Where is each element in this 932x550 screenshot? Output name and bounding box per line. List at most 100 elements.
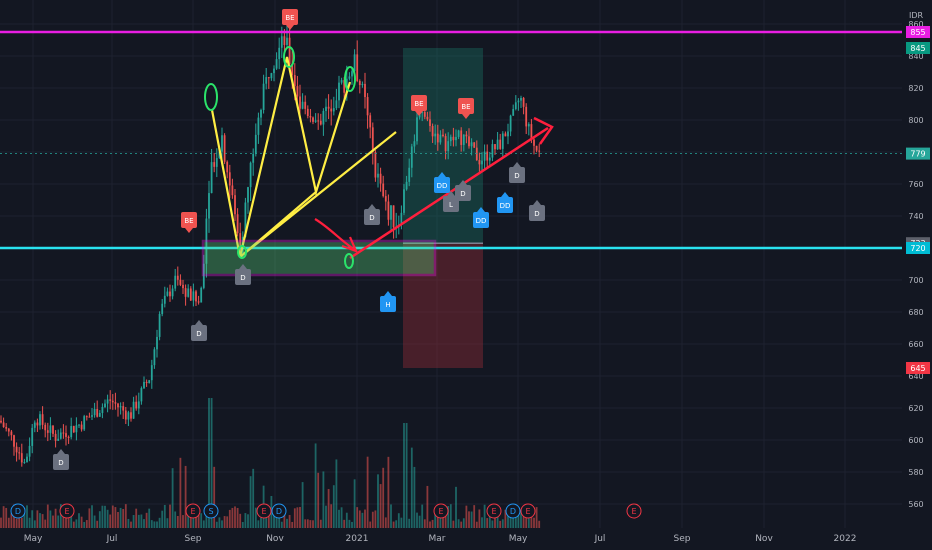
event-markers[interactable]: D E E S E D E E D EE xyxy=(10,503,642,519)
event-label: E xyxy=(525,507,530,516)
signal-badge xyxy=(434,177,450,193)
volume-bar xyxy=(187,506,190,528)
candle-body xyxy=(270,73,273,79)
price-tag-label: 845 xyxy=(910,44,925,53)
volume-bar xyxy=(522,508,525,528)
volume-bar xyxy=(478,509,481,528)
y-tick-label: 600 xyxy=(908,436,923,445)
event-circle[interactable] xyxy=(520,503,536,519)
candle-body xyxy=(522,98,525,107)
volume-bar xyxy=(260,517,262,528)
volume-bar xyxy=(111,505,114,528)
event-circle[interactable] xyxy=(10,503,26,519)
green-circle-mark[interactable] xyxy=(204,83,218,111)
green-circle-mark[interactable] xyxy=(344,253,354,269)
green-circle-mark[interactable] xyxy=(237,245,247,259)
volume-bar xyxy=(319,519,322,528)
red-trend-arrow[interactable] xyxy=(349,126,549,260)
volume-bar xyxy=(343,519,346,528)
x-tick-label: Nov xyxy=(755,534,773,544)
red-curve-arrow-head[interactable] xyxy=(341,236,359,253)
signal-pointer xyxy=(459,180,467,185)
candle-body xyxy=(46,430,49,433)
candle-body xyxy=(218,151,221,159)
time-axis[interactable]: May Jul Sep Nov 2021 Mar May Jul Sep Nov 2022 xyxy=(0,528,932,550)
candle-body xyxy=(2,422,5,428)
candle-body xyxy=(377,173,379,178)
event-circle[interactable] xyxy=(185,503,201,519)
signal-pointer xyxy=(384,291,392,296)
yellow-pattern-lines[interactable] xyxy=(210,56,397,258)
candle-body xyxy=(267,77,270,79)
event-circle[interactable] xyxy=(59,503,75,519)
event-circle[interactable] xyxy=(486,503,502,519)
volume-bar xyxy=(475,521,478,528)
position-stop-zone[interactable] xyxy=(403,243,483,368)
candle-body xyxy=(319,120,322,125)
green-circle-mark[interactable] xyxy=(283,46,295,68)
volume-bar xyxy=(10,513,13,528)
event-circle[interactable] xyxy=(626,503,642,519)
candle-body xyxy=(460,130,463,145)
signal-label: D xyxy=(58,459,63,467)
volume-bar xyxy=(169,504,171,528)
signal-label: D xyxy=(369,214,374,222)
signal-pointer xyxy=(368,204,376,209)
price-tag-label: 779 xyxy=(910,150,925,159)
volume-bar xyxy=(36,510,39,528)
event-circle[interactable] xyxy=(256,503,272,519)
price-tag[interactable] xyxy=(906,362,930,374)
candle-body xyxy=(62,432,65,434)
candle-body xyxy=(530,124,533,140)
volume-bar xyxy=(156,521,158,528)
volume-bar xyxy=(525,517,528,528)
volume-bar xyxy=(205,506,208,528)
event-circle[interactable] xyxy=(433,503,449,519)
volume-bar xyxy=(314,443,317,528)
volume-bar xyxy=(208,398,210,528)
price-tag[interactable] xyxy=(906,147,930,160)
price-tag[interactable] xyxy=(906,242,930,254)
horizontal-lines[interactable] xyxy=(0,30,902,250)
price-tag[interactable] xyxy=(906,26,930,38)
volume-bar xyxy=(23,508,26,528)
price-axis[interactable]: IDR 560580600620640660680700720740760780… xyxy=(902,0,932,528)
signal-pointer xyxy=(438,172,446,177)
red-arrow-head[interactable] xyxy=(533,116,554,145)
candle-body xyxy=(387,201,390,220)
event-circle[interactable] xyxy=(271,503,287,519)
candle-body xyxy=(332,108,335,112)
long-position-box[interactable] xyxy=(403,48,483,368)
candle-body xyxy=(483,151,486,161)
price-tag-label: 720 xyxy=(910,244,925,253)
candle-body xyxy=(299,96,301,109)
candle-body xyxy=(509,115,512,132)
candle-body xyxy=(533,139,535,146)
candle-body xyxy=(18,452,21,454)
candle-body xyxy=(390,205,392,220)
candle-body xyxy=(447,141,450,152)
candle-body xyxy=(57,438,60,441)
volume-bar xyxy=(348,519,351,528)
red-curve-arrow[interactable] xyxy=(314,218,356,251)
candle-body xyxy=(442,134,444,137)
volume-bar xyxy=(462,518,465,528)
candle-body xyxy=(163,295,166,304)
volume-bar xyxy=(356,507,359,528)
event-circle[interactable] xyxy=(203,503,219,519)
candle-body xyxy=(88,416,91,418)
event-circle[interactable] xyxy=(505,503,521,519)
candle-body xyxy=(0,420,2,423)
volume-bar xyxy=(470,511,473,528)
candle-body xyxy=(527,124,530,127)
green-circle-mark[interactable] xyxy=(344,66,356,92)
candle-body xyxy=(192,291,195,301)
price-tag[interactable] xyxy=(906,42,930,54)
event-label: E xyxy=(491,507,496,516)
volume-bar xyxy=(202,520,205,528)
volume-bar xyxy=(429,521,431,528)
candle-body xyxy=(371,127,374,153)
volume-bar xyxy=(65,517,67,528)
